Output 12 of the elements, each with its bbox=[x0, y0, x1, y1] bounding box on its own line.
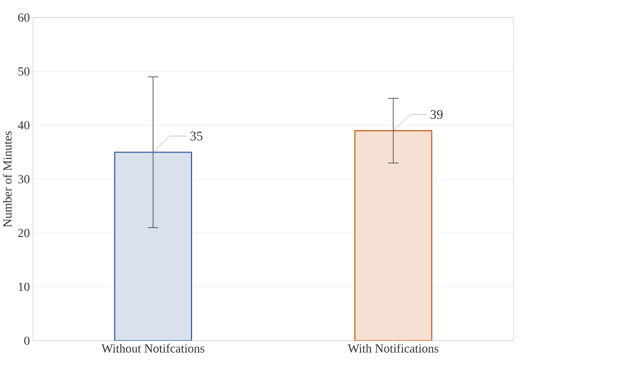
data-label: 39 bbox=[430, 110, 443, 119]
x-tick-label: Without Notifcations bbox=[101, 344, 204, 352]
x-tick-label: With Notifications bbox=[348, 344, 438, 352]
data-label: 35 bbox=[190, 131, 202, 140]
y-tick-label: 20 bbox=[18, 228, 30, 237]
y-axis-title: Number of Minutes bbox=[2, 131, 12, 227]
y-tick-label: 30 bbox=[18, 174, 30, 184]
y-tick-label: 50 bbox=[18, 67, 30, 76]
y-tick-label: 10 bbox=[18, 282, 30, 291]
y-tick-label: 0 bbox=[24, 336, 30, 345]
y-tick-label: 40 bbox=[18, 120, 30, 130]
y-tick-label: 60 bbox=[18, 13, 30, 22]
